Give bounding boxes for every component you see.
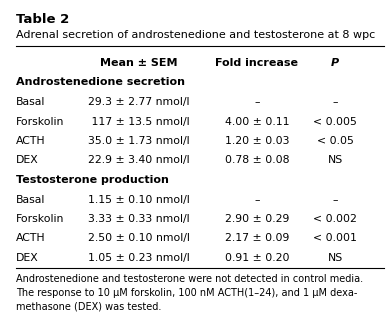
- Text: NS: NS: [328, 253, 343, 263]
- Text: Forskolin: Forskolin: [16, 117, 64, 127]
- Text: < 0.001: < 0.001: [313, 233, 357, 243]
- Text: DEX: DEX: [16, 253, 38, 263]
- Text: 0.78 ± 0.08: 0.78 ± 0.08: [225, 155, 289, 165]
- Text: –: –: [254, 195, 260, 205]
- Text: ACTH: ACTH: [16, 136, 45, 146]
- Text: Adrenal secretion of androstenedione and testosterone at 8 wpc: Adrenal secretion of androstenedione and…: [16, 30, 375, 40]
- Text: Basal: Basal: [16, 195, 45, 205]
- Text: –: –: [254, 97, 260, 107]
- Text: Mean ± SEM: Mean ± SEM: [100, 58, 178, 68]
- Text: < 0.05: < 0.05: [317, 136, 354, 146]
- Text: Testosterone production: Testosterone production: [16, 175, 169, 185]
- Text: 2.17 ± 0.09: 2.17 ± 0.09: [225, 233, 289, 243]
- Text: < 0.005: < 0.005: [313, 117, 357, 127]
- Text: –: –: [332, 97, 338, 107]
- Text: 29.3 ± 2.77 nmol/l: 29.3 ± 2.77 nmol/l: [89, 97, 190, 107]
- Text: 117 ± 13.5 nmol/l: 117 ± 13.5 nmol/l: [88, 117, 190, 127]
- Text: 4.00 ± 0.11: 4.00 ± 0.11: [225, 117, 289, 127]
- Text: Basal: Basal: [16, 97, 45, 107]
- Text: 0.91 ± 0.20: 0.91 ± 0.20: [225, 253, 289, 263]
- Text: Androstenedione secretion: Androstenedione secretion: [16, 77, 185, 87]
- Text: DEX: DEX: [16, 155, 38, 165]
- Text: 1.15 ± 0.10 nmol/l: 1.15 ± 0.10 nmol/l: [88, 195, 190, 205]
- Text: –: –: [332, 195, 338, 205]
- Text: 3.33 ± 0.33 nmol/l: 3.33 ± 0.33 nmol/l: [88, 214, 190, 224]
- Text: 2.90 ± 0.29: 2.90 ± 0.29: [225, 214, 289, 224]
- Text: Fold increase: Fold increase: [215, 58, 298, 68]
- Text: NS: NS: [328, 155, 343, 165]
- Text: 35.0 ± 1.73 nmol/l: 35.0 ± 1.73 nmol/l: [88, 136, 190, 146]
- Text: < 0.002: < 0.002: [313, 214, 357, 224]
- Text: Forskolin: Forskolin: [16, 214, 64, 224]
- Text: Androstenedione and testosterone were not detected in control media.
The respons: Androstenedione and testosterone were no…: [16, 274, 363, 311]
- Text: P: P: [331, 58, 339, 68]
- Text: 1.05 ± 0.23 nmol/l: 1.05 ± 0.23 nmol/l: [88, 253, 190, 263]
- Text: 22.9 ± 3.40 nmol/l: 22.9 ± 3.40 nmol/l: [88, 155, 190, 165]
- Text: ACTH: ACTH: [16, 233, 45, 243]
- Text: 1.20 ± 0.03: 1.20 ± 0.03: [225, 136, 289, 146]
- Text: Table 2: Table 2: [16, 13, 69, 26]
- Text: 2.50 ± 0.10 nmol/l: 2.50 ± 0.10 nmol/l: [88, 233, 190, 243]
